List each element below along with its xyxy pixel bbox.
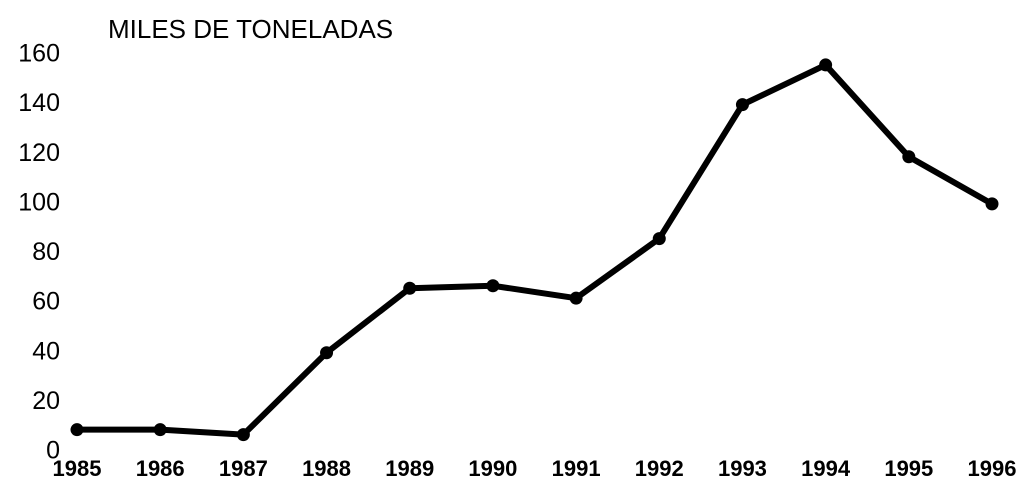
x-tick-label: 1987 (219, 456, 268, 481)
point (902, 150, 916, 164)
y-tick-label: 140 (18, 89, 60, 117)
x-tick-label: 1995 (884, 456, 933, 481)
point (985, 197, 999, 211)
point (70, 423, 84, 437)
point (652, 232, 666, 246)
point (735, 98, 749, 112)
y-tick-label: 160 (18, 40, 60, 68)
x-tick-label: 1985 (53, 456, 102, 481)
y-tick-label: 0 (46, 437, 60, 465)
x-tick-label: 1990 (468, 456, 517, 481)
y-tick-label: 100 (18, 188, 60, 216)
x-tick-label: 1989 (385, 456, 434, 481)
x-tick-label: 1993 (718, 456, 767, 481)
point (153, 423, 167, 437)
x-tick-label: 1986 (136, 456, 185, 481)
point (403, 281, 417, 295)
y-tick-label: 120 (18, 139, 60, 167)
point (236, 428, 250, 442)
x-tick-label: 1996 (968, 456, 1017, 481)
point (569, 291, 583, 305)
point (486, 279, 500, 293)
point (819, 58, 833, 72)
x-tick-label: 1994 (801, 456, 851, 481)
y-tick-label: 40 (32, 337, 60, 365)
x-tick-label: 1991 (552, 456, 601, 481)
y-tick-label: 60 (32, 288, 60, 316)
y-tick-label: 80 (32, 238, 60, 266)
line (77, 61, 994, 438)
y-tick-label: 20 (32, 387, 60, 415)
x-tick-label: 1992 (635, 456, 684, 481)
point (320, 346, 334, 360)
chart-title: MILES DE TONELADAS (108, 14, 393, 44)
x-tick-label: 1988 (302, 456, 351, 481)
